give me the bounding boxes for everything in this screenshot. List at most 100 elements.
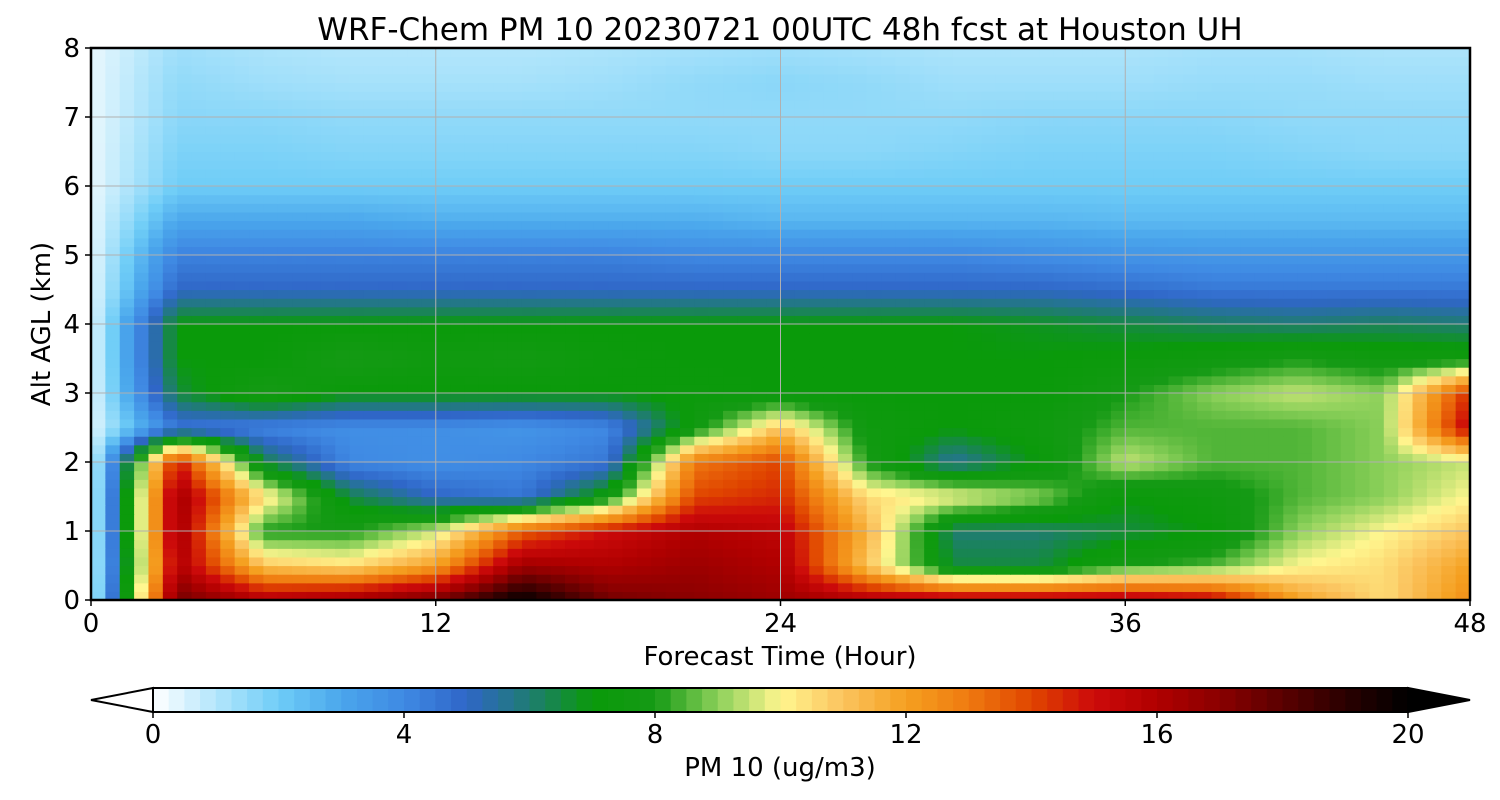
heatmap-cell (837, 548, 853, 558)
heatmap-cell (938, 151, 954, 161)
heatmap-cell (981, 280, 997, 291)
heatmap-cell (723, 539, 738, 549)
heatmap-cell (1455, 358, 1470, 368)
heatmap-cell (952, 444, 968, 454)
heatmap-cell (536, 453, 552, 463)
heatmap-cell (1024, 375, 1040, 385)
heatmap-cell (1283, 229, 1299, 239)
heatmap-cell (162, 349, 178, 360)
heatmap-cell (191, 186, 207, 196)
heatmap-cell (277, 470, 293, 480)
heatmap-cell (636, 194, 652, 204)
heatmap-cell (1383, 272, 1399, 282)
heatmap-cell (1197, 255, 1213, 265)
heatmap-cell (91, 505, 106, 515)
heatmap-cell (464, 582, 480, 592)
heatmap-cell (177, 272, 193, 282)
heatmap-cell (1024, 436, 1040, 446)
heatmap-cell (694, 444, 710, 454)
heatmap-cell (565, 246, 580, 256)
heatmap-cell (1197, 591, 1213, 600)
heatmap-cell (852, 246, 868, 256)
heatmap-cell (363, 375, 379, 385)
heatmap-cell (263, 246, 279, 256)
heatmap-cell (622, 591, 638, 600)
heatmap-cell (177, 324, 193, 334)
heatmap-cell (1398, 513, 1414, 523)
heatmap-cell (550, 505, 566, 515)
heatmap-cell (593, 229, 609, 239)
heatmap-cell (679, 375, 695, 385)
heatmap-cell (780, 522, 796, 532)
heatmap-cell (335, 427, 351, 437)
heatmap-cell (493, 539, 509, 549)
heatmap-cell (967, 237, 983, 247)
heatmap-cell (651, 280, 667, 291)
heatmap-cell (895, 272, 911, 282)
heatmap-cell (823, 237, 839, 247)
heatmap-cell (665, 531, 681, 541)
heatmap-cell (938, 393, 954, 403)
heatmap-cell (1240, 315, 1256, 325)
heatmap-cell (608, 246, 624, 256)
heatmap-cell (1441, 255, 1457, 265)
heatmap-cell (881, 401, 897, 411)
heatmap-cell (378, 237, 394, 247)
heatmap-cell (1010, 229, 1026, 239)
heatmap-cell (924, 315, 940, 325)
heatmap-cell (177, 160, 193, 170)
heatmap-cell (665, 332, 681, 342)
heatmap-cell (1240, 263, 1256, 273)
heatmap-cell (967, 220, 983, 230)
heatmap-cell (277, 418, 293, 429)
heatmap-cell (1369, 531, 1385, 541)
heatmap-cell (1211, 151, 1227, 161)
heatmap-cell (1283, 470, 1299, 480)
heatmap-cell (565, 332, 580, 342)
heatmap-cell (924, 505, 940, 515)
heatmap-cell (1225, 298, 1241, 308)
heatmap-cell (1197, 531, 1213, 541)
heatmap-cell (938, 289, 954, 299)
heatmap-cell (464, 522, 480, 532)
heatmap-cell (1326, 453, 1342, 463)
heatmap-cell (967, 263, 983, 273)
heatmap-cell (579, 522, 595, 532)
heatmap-cell (1326, 358, 1342, 368)
heatmap-cell (421, 565, 437, 575)
heatmap-cell (651, 531, 667, 541)
heatmap-cell (407, 349, 422, 360)
heatmap-cell (1426, 574, 1442, 584)
heatmap-cell (550, 531, 566, 541)
heatmap-cell (292, 436, 308, 446)
heatmap-cell (1441, 367, 1457, 377)
heatmap-cell (679, 470, 695, 480)
heatmap-cell (1125, 444, 1141, 454)
heatmap-cell (507, 177, 523, 187)
heatmap-cell (363, 531, 379, 541)
heatmap-cell (1398, 160, 1414, 170)
heatmap-cell (550, 427, 566, 437)
heatmap-cell (1426, 349, 1442, 360)
heatmap-cell (292, 444, 308, 454)
heatmap-cell (852, 436, 868, 446)
heatmap-cell (593, 479, 609, 489)
heatmap-cell (320, 410, 336, 420)
heatmap-cell (1311, 410, 1327, 420)
heatmap-cell (1369, 341, 1385, 351)
heatmap-cell (1355, 246, 1371, 256)
heatmap-cell (794, 177, 810, 187)
heatmap-cell (407, 298, 422, 308)
heatmap-cell (450, 539, 466, 549)
heatmap-cell (665, 574, 681, 584)
heatmap-cell (565, 393, 580, 403)
heatmap-cell (924, 280, 940, 291)
heatmap-cell (636, 384, 652, 394)
heatmap-cell (1168, 177, 1184, 187)
heatmap-cell (1153, 315, 1169, 325)
heatmap-cell (536, 522, 552, 532)
heatmap-cell (277, 349, 293, 360)
heatmap-cell (550, 298, 566, 308)
heatmap-cell (378, 306, 394, 316)
heatmap-cell (234, 237, 250, 247)
